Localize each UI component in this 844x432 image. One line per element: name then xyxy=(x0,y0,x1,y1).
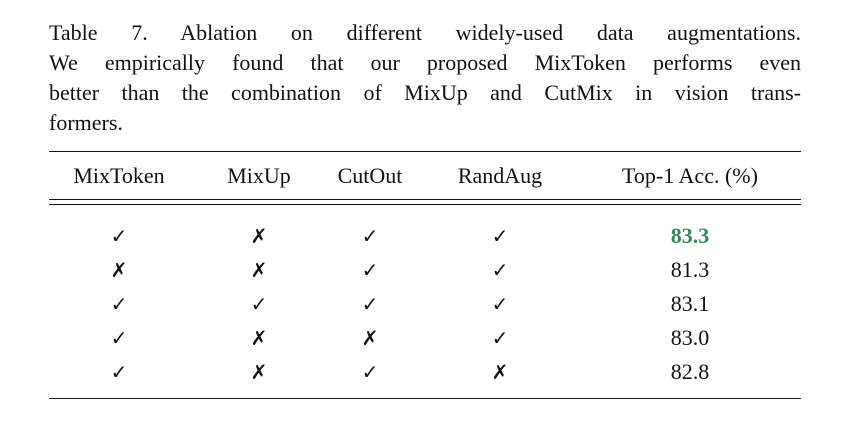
cell-mark: ✓ xyxy=(110,360,128,384)
cell-mark: ✓ xyxy=(491,326,509,350)
cell-mark: ✗ xyxy=(250,224,268,248)
cell-accuracy: 83.0 xyxy=(670,325,710,350)
cell-mark: ✓ xyxy=(110,326,128,350)
cell-mark: ✓ xyxy=(491,224,509,248)
cell-mark: ✓ xyxy=(361,258,379,282)
cell-mark: ✗ xyxy=(250,258,268,282)
cell-mark: ✓ xyxy=(110,224,128,248)
cell-accuracy: 82.8 xyxy=(670,359,710,384)
cell-mark: ✓ xyxy=(250,292,268,316)
table-row: ✗ ✗ ✓ ✓ 81.3 xyxy=(49,255,801,285)
cell-mark: ✗ xyxy=(250,326,268,350)
table-header-row: MixToken MixUp CutOut RandAug Top-1 Acc.… xyxy=(49,161,801,191)
cell-mark: ✓ xyxy=(491,258,509,282)
caption-line: Table 7. Ablation on different widely-us… xyxy=(49,20,801,45)
header-randaug: RandAug xyxy=(457,163,543,188)
cell-mark: ✓ xyxy=(491,292,509,316)
header-top1-acc: Top-1 Acc. (%) xyxy=(622,163,758,188)
cell-mark: ✗ xyxy=(110,258,128,282)
table-bottom-rule xyxy=(49,398,801,399)
header-mixup: MixUp xyxy=(227,163,291,188)
table-header-rule-upper xyxy=(49,199,801,200)
table-row: ✓ ✗ ✓ ✗ 82.8 xyxy=(49,357,801,387)
cell-mark: ✓ xyxy=(361,360,379,384)
table-row: ✓ ✓ ✓ ✓ 83.1 xyxy=(49,289,801,319)
caption-line: formers. xyxy=(49,110,123,135)
cell-accuracy: 81.3 xyxy=(670,257,710,282)
table-row: ✓ ✗ ✓ ✓ 83.3 xyxy=(49,221,801,251)
table-caption: Table 7. Ablation on different widely-us… xyxy=(49,18,801,138)
cell-accuracy: 83.1 xyxy=(670,291,710,316)
caption-line: better than the combination of MixUp and… xyxy=(49,80,801,105)
header-mixtoken: MixToken xyxy=(73,163,165,188)
cell-accuracy-best: 83.3 xyxy=(670,223,710,248)
cell-mark: ✓ xyxy=(361,292,379,316)
cell-mark: ✗ xyxy=(250,360,268,384)
table-row: ✓ ✗ ✗ ✓ 83.0 xyxy=(49,323,801,353)
cell-mark: ✓ xyxy=(110,292,128,316)
cell-mark: ✓ xyxy=(361,224,379,248)
table-header-rule-lower xyxy=(49,204,801,205)
header-cutout: CutOut xyxy=(337,163,403,188)
cell-mark: ✗ xyxy=(361,326,379,350)
caption-line: We empirically found that our proposed M… xyxy=(49,50,801,75)
table-top-rule xyxy=(49,151,801,152)
cell-mark: ✗ xyxy=(491,360,509,384)
